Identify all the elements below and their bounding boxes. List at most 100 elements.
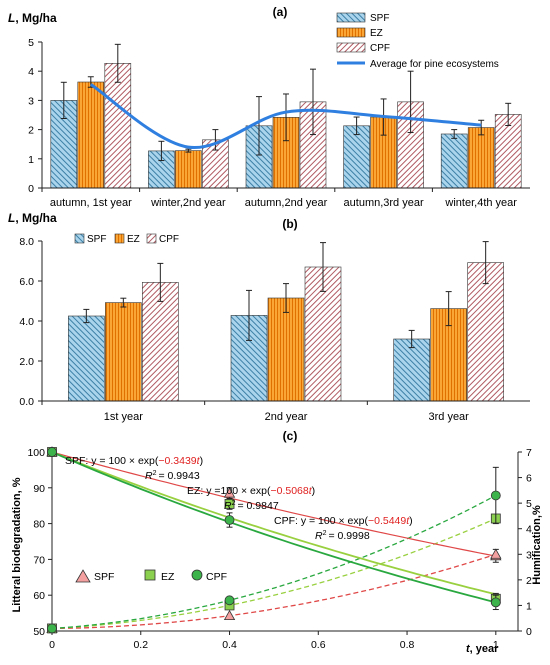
b-ytick-label: 2.0 <box>19 356 34 368</box>
c-y2tick-label: 4 <box>526 524 532 536</box>
legend-b-swatch-ez <box>114 233 125 244</box>
legend-label-cpf: CPF <box>370 43 390 54</box>
legend-b-label-cpf: CPF <box>159 234 179 245</box>
panel-a-legend: SPF EZ CPF Average for pine ecosystems <box>336 12 499 70</box>
a-xtick-label: autumn,2nd year <box>245 197 328 209</box>
c-ytick-label: 100 <box>27 447 45 459</box>
c-biodegradation-curve-spf <box>51 451 496 557</box>
equation-cpf: CPF: y = 100 × exp(−0.5449t) <box>274 515 413 527</box>
b-ytick-label: 4.0 <box>19 316 34 328</box>
c-point-biodegradation-spf <box>223 487 236 498</box>
c-y2tick-label: 7 <box>526 447 532 459</box>
legend-b-label-spf: SPF <box>87 234 106 245</box>
panel-b-label: (b) <box>282 217 297 231</box>
b-bar-ez <box>105 302 142 402</box>
panel-a-x-labels: autumn, 1st year winter,2nd year autumn,2n… <box>41 188 517 209</box>
c-point-biodegradation-cpf <box>224 515 235 525</box>
a-bar-ez <box>175 150 202 189</box>
legend-label-ez: EZ <box>370 28 383 39</box>
a-ytick-label: 5 <box>28 37 34 49</box>
c-y2tick-label: 1 <box>526 600 532 612</box>
c-point-biodegradation-ez <box>224 499 235 509</box>
a-xtick-label: winter,2nd year <box>150 197 226 209</box>
c-y2tick-label: 6 <box>526 473 532 485</box>
b-bar-spf <box>393 338 430 402</box>
c-xtick-label: 0.4 <box>222 639 237 651</box>
c-ytick-label: 50 <box>33 626 45 638</box>
b-ytick-label: 0.0 <box>19 396 34 408</box>
b-bar-spf <box>68 315 105 402</box>
legend-swatch-ez <box>336 27 366 38</box>
a-bar-cpf <box>494 114 522 189</box>
legend-c-marker-spf <box>75 569 91 583</box>
legend-swatch-spf <box>336 12 366 23</box>
c-y2tick-label: 2 <box>526 575 532 587</box>
panel-b-bars <box>68 241 504 402</box>
c-point-humification-cpf <box>490 490 501 501</box>
panel-c-points <box>46 446 502 634</box>
panel-b: (b) L, Mg/ha 0.0 2.0 4.0 6.0 8.0 1st year 2nd… <box>8 211 530 423</box>
c-ytick-label: 60 <box>33 590 45 602</box>
panel-c-x-ticks: 0 0.2 0.4 0.6 0.8 1 <box>49 631 499 651</box>
a-ytick-label: 2 <box>28 125 34 137</box>
c-humification-curve-spf <box>51 553 497 630</box>
panel-c-xlabel: t, year <box>466 643 499 655</box>
c-biodegradation-curve-cpf <box>51 451 497 604</box>
legend-label-average: Average for pine ecosystems <box>370 59 499 70</box>
panel-c-y2label: Humification,% <box>531 505 543 585</box>
a-ytick-label: 3 <box>28 95 34 107</box>
panel-c-y2-ticks: 0 1 2 3 4 5 6 7 <box>518 447 532 638</box>
panel-a: (a) L, Mg/ha 0 1 2 3 4 5 autumn, 1st year wint… <box>8 5 530 209</box>
panel-a-y-ticks: 0 1 2 3 4 5 <box>28 37 42 195</box>
panel-c-curves <box>51 451 497 630</box>
c-biodegradation-curve-ez <box>51 451 497 596</box>
panel-c-y-ticks: 50 60 70 80 90 100 <box>27 447 52 638</box>
a-bar-ez <box>467 127 495 189</box>
equation-ez: EZ: y =100 × exp(−0.5068t) <box>187 485 315 497</box>
r2-cpf: R2 = 0.9998 <box>315 530 370 542</box>
c-ytick-label: 70 <box>33 554 45 566</box>
c-point-humification-spf <box>490 548 502 559</box>
r2-spf: R2 = 0.9943 <box>145 470 200 482</box>
panel-c-ylabel: Litteral biodegradation, % <box>11 477 23 612</box>
a-bar-ez <box>77 81 105 189</box>
panel-b-ylabel: L, Mg/ha <box>8 211 57 225</box>
c-point-biodegradation-cpf <box>490 597 501 608</box>
panel-c-label: (c) <box>283 429 298 443</box>
panel-a-bars <box>50 43 522 189</box>
c-xtick-label: 1 <box>493 639 499 651</box>
a-xtick-label: winter,4th year <box>444 197 517 209</box>
legend-c-label-ez: EZ <box>161 571 175 583</box>
c-y2tick-label: 0 <box>526 626 532 638</box>
a-xtick-label: autumn, 1st year <box>50 197 132 209</box>
panel-c-legend: SPF EZ CPF <box>75 569 227 583</box>
panel-a-average-line <box>89 83 482 149</box>
c-humification-curve-ez <box>51 517 497 630</box>
b-xtick-label: 1st year <box>104 411 143 423</box>
c-point-biodegradation-cpf <box>47 447 57 457</box>
a-xtick-label: autumn,3rd year <box>344 197 424 209</box>
legend-b-swatch-spf <box>74 233 85 244</box>
legend-swatch-cpf <box>336 42 366 53</box>
c-ytick-label: 90 <box>33 483 45 495</box>
b-bar-cpf <box>142 282 179 402</box>
a-ytick-label: 4 <box>28 66 34 78</box>
c-point-humification-spf <box>223 609 236 621</box>
panel-a-ylabel: L, Mg/ha <box>8 11 57 25</box>
equation-spf: SPF: y = 100 × exp(−0.3439t) <box>65 455 203 467</box>
r2-ez: R2 = 0.9847 <box>224 500 279 512</box>
c-xtick-label: 0.6 <box>311 639 326 651</box>
c-point-humification-cpf <box>47 623 57 634</box>
c-point-humification-cpf <box>224 595 235 606</box>
b-ytick-label: 8.0 <box>19 236 34 248</box>
legend-c-label-spf: SPF <box>94 571 114 583</box>
b-ytick-label: 6.0 <box>19 276 34 288</box>
legend-b-swatch-cpf <box>146 233 157 244</box>
c-xtick-label: 0.2 <box>133 639 148 651</box>
a-bar-spf <box>440 133 468 189</box>
panel-c: (c) Litteral biodegradation, % Humificat… <box>11 429 543 655</box>
b-xtick-label: 2nd year <box>265 411 308 423</box>
panel-a-label: (a) <box>273 5 288 19</box>
a-ytick-label: 1 <box>28 154 34 166</box>
panel-b-x-labels: 1st year 2nd year 3rd year <box>41 401 469 423</box>
